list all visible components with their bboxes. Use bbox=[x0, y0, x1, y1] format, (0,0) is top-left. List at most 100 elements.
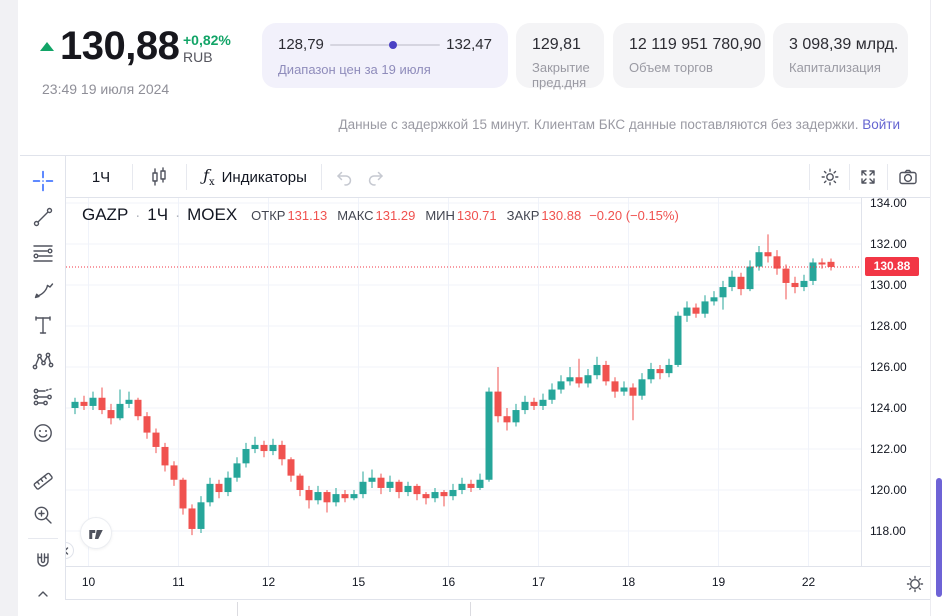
zoom-in-tool-button[interactable] bbox=[31, 503, 55, 527]
fib-retracement-tool-button[interactable] bbox=[31, 241, 55, 265]
text-tool-button[interactable] bbox=[31, 313, 55, 337]
high-label: МАКС bbox=[337, 207, 374, 223]
candle-body bbox=[206, 483, 214, 503]
legend-symbol[interactable]: GAZP bbox=[82, 205, 129, 224]
open-value: 131.13 bbox=[287, 207, 328, 223]
day-range-card: 128,79 132,47 Диапазон цен за 19 июля bbox=[262, 23, 508, 88]
time-axis-label: 16 bbox=[441, 575, 456, 589]
candlestick-style-icon bbox=[152, 167, 166, 186]
legend-interval[interactable]: 1Ч bbox=[147, 205, 169, 224]
trend-line-tool-button[interactable] bbox=[31, 205, 55, 229]
market-cap-value: 3 098,39 млрд. bbox=[789, 36, 899, 53]
candle-body bbox=[359, 481, 367, 495]
redo-button[interactable] bbox=[360, 156, 392, 198]
measure-tool-button[interactable] bbox=[31, 469, 55, 493]
candle-body bbox=[449, 490, 457, 497]
candle-body bbox=[755, 252, 763, 267]
candle-body bbox=[782, 268, 790, 283]
undo-icon bbox=[337, 171, 352, 186]
legend-exchange: MOEX bbox=[187, 205, 238, 224]
candle-body bbox=[719, 287, 727, 298]
time-axis-settings-button[interactable] bbox=[904, 573, 926, 595]
candle-body bbox=[422, 494, 430, 499]
pattern-tool-button[interactable] bbox=[31, 349, 55, 373]
close-label: ЗАКР bbox=[506, 207, 540, 223]
chart-settings-button[interactable] bbox=[812, 156, 848, 198]
candle-body bbox=[557, 381, 565, 390]
candle-body bbox=[413, 485, 421, 495]
market-cap-label: Капитализация bbox=[789, 60, 881, 75]
price-axis-label: 124.00 bbox=[870, 401, 907, 415]
login-link[interactable]: Войти bbox=[862, 117, 900, 132]
last-price-tag: 130.88 bbox=[865, 257, 919, 277]
candle-body bbox=[170, 465, 178, 480]
magnet-tool-button[interactable] bbox=[31, 550, 55, 574]
chart-style-button[interactable] bbox=[138, 156, 180, 198]
prev-close-label-line2: пред.дня bbox=[532, 75, 587, 90]
toolbar-separator bbox=[887, 164, 888, 190]
candle-body bbox=[89, 397, 97, 406]
high-value: 131.29 bbox=[375, 207, 416, 223]
range-slider-track bbox=[330, 41, 440, 49]
price-axis-label: 122.00 bbox=[870, 442, 907, 456]
indicators-button[interactable]: ƒx Индикаторы bbox=[196, 156, 314, 198]
ruler-icon bbox=[33, 472, 53, 490]
candle-body bbox=[665, 364, 673, 374]
candle-body bbox=[314, 492, 322, 501]
lock-tool-button-partial[interactable] bbox=[31, 590, 55, 614]
candle-body bbox=[233, 463, 241, 478]
candle-body bbox=[818, 262, 826, 265]
page-scrollbar-thumb[interactable] bbox=[936, 478, 942, 597]
candle-body bbox=[575, 377, 583, 384]
candle-body bbox=[386, 481, 394, 488]
candle-body bbox=[296, 475, 304, 490]
candle-body bbox=[683, 307, 691, 316]
chart-pane[interactable]: GAZP · 1Ч · MOEX ОТКР 131.13 МАКС 131.29 М… bbox=[66, 198, 861, 566]
candle-body bbox=[521, 401, 529, 411]
currency-code: RUB bbox=[183, 49, 213, 65]
tools-separator bbox=[28, 538, 58, 539]
price-axis[interactable]: 134.00 132.00 130.00 128.00 126.00 124.00 122.… bbox=[861, 196, 930, 566]
forecast-icon bbox=[33, 388, 52, 406]
candle-body bbox=[278, 444, 286, 460]
prev-close-label: Закрытие пред.дня bbox=[532, 60, 590, 90]
candle-body bbox=[584, 375, 592, 384]
candle-body bbox=[764, 252, 772, 257]
interval-button[interactable]: 1Ч bbox=[78, 156, 124, 198]
emoji-icon bbox=[34, 424, 52, 442]
trend-line-icon bbox=[33, 207, 53, 227]
undo-button[interactable] bbox=[328, 156, 360, 198]
brush-icon bbox=[34, 283, 54, 299]
forecast-tool-button[interactable] bbox=[31, 385, 55, 409]
candle-body bbox=[134, 399, 142, 417]
candle-body bbox=[431, 492, 439, 499]
candle-body bbox=[404, 485, 412, 493]
time-axis[interactable]: 10 11 12 15 16 17 18 19 22 bbox=[66, 566, 930, 600]
tradingview-logo[interactable] bbox=[80, 517, 112, 549]
candle-body bbox=[440, 492, 448, 497]
change-percent: +0,82% bbox=[183, 32, 231, 48]
candle-body bbox=[467, 483, 475, 488]
emoji-tool-button[interactable] bbox=[31, 421, 55, 445]
time-axis-label: 12 bbox=[261, 575, 276, 589]
crosshair-tool-button[interactable] bbox=[31, 169, 55, 193]
chart-widget: 1Ч ƒx Индикаторы bbox=[20, 155, 930, 600]
candle-body bbox=[458, 483, 466, 490]
snapshot-button[interactable] bbox=[890, 156, 926, 198]
time-axis-label: 19 bbox=[711, 575, 726, 589]
low-value: 130.71 bbox=[456, 207, 497, 223]
legend-separator: · bbox=[175, 206, 181, 224]
pencil-tip-icon bbox=[38, 591, 48, 597]
xabcd-pattern-icon bbox=[32, 352, 54, 370]
candle-body bbox=[692, 307, 700, 314]
candle-body bbox=[215, 483, 223, 493]
page-scrollbar-track[interactable] bbox=[930, 0, 942, 616]
time-axis-label: 15 bbox=[351, 575, 366, 589]
candle-body bbox=[143, 416, 151, 433]
fullscreen-button[interactable] bbox=[850, 156, 886, 198]
brush-tool-button[interactable] bbox=[31, 277, 55, 301]
function-icon: ƒx bbox=[203, 165, 215, 189]
chart-toolbar: 1Ч ƒx Индикаторы bbox=[66, 156, 930, 198]
fib-retracement-icon bbox=[33, 245, 53, 262]
